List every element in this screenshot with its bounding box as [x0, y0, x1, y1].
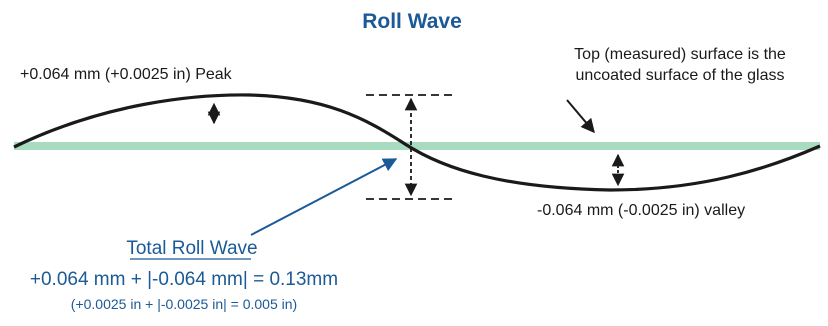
surface-label-line2: uncoated surface of the glass [575, 67, 784, 84]
valley-label: -0.064 mm (-0.0025 in) valley [537, 202, 745, 219]
peak-label: +0.064 mm (+0.0025 in) Peak [20, 66, 233, 83]
total-formula-in: (+0.0025 in + |-0.0025 in| = 0.005 in) [71, 296, 297, 312]
surface-pointer-arrow [566, 99, 595, 134]
total-roll-wave-heading: Total Roll Wave [126, 238, 257, 259]
surface-label-line1: Top (measured) surface is the [574, 46, 786, 63]
diagram-title: Roll Wave [362, 10, 462, 33]
reference-surface [14, 142, 820, 150]
total-pointer-arrow [250, 158, 398, 236]
total-formula-mm: +0.064 mm + |-0.064 mm| = 0.13mm [30, 269, 338, 290]
